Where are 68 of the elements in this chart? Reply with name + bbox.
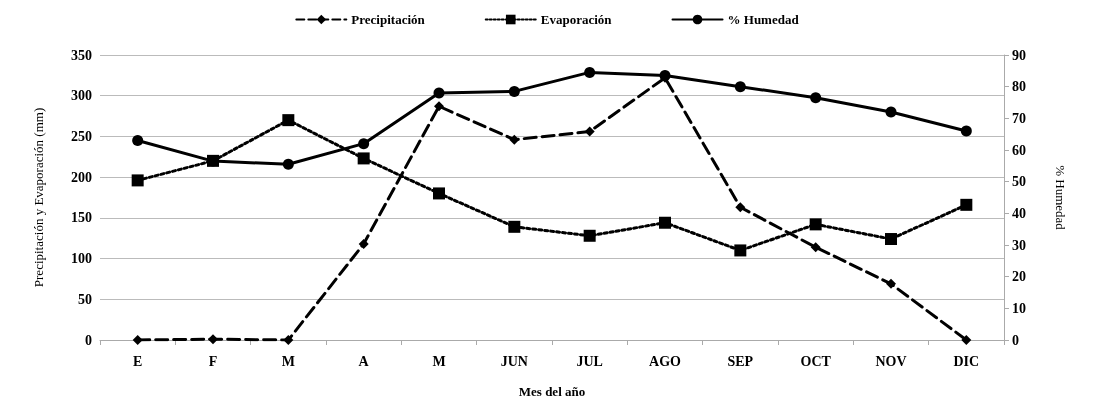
y2-tick-label: 80 xyxy=(1012,79,1026,95)
legend-label: % Humedad xyxy=(727,12,800,27)
y2-tick-label: 40 xyxy=(1012,205,1026,221)
y-tick-label: 50 xyxy=(78,291,92,307)
y-tick-label: 350 xyxy=(71,47,92,63)
y2-tick-label: 60 xyxy=(1012,142,1026,158)
point xyxy=(885,106,897,118)
y2-tick-label: 20 xyxy=(1012,269,1026,285)
x-tick-label: AGO xyxy=(649,353,682,369)
point xyxy=(886,278,896,289)
point xyxy=(583,229,596,242)
x-tick-label: JUL xyxy=(576,353,603,369)
y-tick-label: 250 xyxy=(71,128,92,144)
point xyxy=(809,218,822,231)
point xyxy=(508,85,520,97)
x-tick-label: JUN xyxy=(500,353,528,369)
y2-axis-title: % Humedad xyxy=(1053,165,1068,231)
point xyxy=(509,134,520,145)
x-tick-label: M xyxy=(432,353,446,369)
x-tick-label: A xyxy=(358,353,370,369)
y2-tick-label: 0 xyxy=(1012,332,1019,348)
x-tick-label: OCT xyxy=(800,353,832,369)
y2-tick-label: 90 xyxy=(1012,47,1026,63)
x-tick-label: E xyxy=(132,353,143,369)
y-tick-label: 0 xyxy=(85,332,92,348)
point xyxy=(810,242,821,253)
y-tick-label: 300 xyxy=(71,88,92,104)
point xyxy=(358,238,369,249)
y2-tick-label: 30 xyxy=(1012,237,1026,253)
y-tick-label: 100 xyxy=(71,251,92,267)
legend-label: Evaporación xyxy=(540,12,613,27)
point xyxy=(810,92,822,104)
point xyxy=(960,198,973,211)
point xyxy=(433,87,445,99)
point xyxy=(132,135,144,146)
point xyxy=(960,125,972,137)
x-tick-label: DIC xyxy=(953,353,980,369)
point xyxy=(734,81,746,93)
point xyxy=(434,101,444,112)
point xyxy=(734,244,747,257)
x-axis-title: Mes del año xyxy=(518,384,586,399)
point xyxy=(208,334,218,345)
point xyxy=(584,66,596,78)
point xyxy=(659,216,671,229)
y-tick-label: 200 xyxy=(71,169,92,185)
point xyxy=(132,335,143,345)
point xyxy=(961,335,972,345)
x-tick-label: F xyxy=(208,353,218,369)
point xyxy=(131,174,144,187)
legend-label: Precipitación xyxy=(351,12,426,27)
x-tick-label: M xyxy=(281,353,295,369)
y2-tick-label: 70 xyxy=(1012,110,1026,126)
x-tick-label: NOV xyxy=(875,353,907,369)
y-axis-title: Precipitación y Evaporación (mm) xyxy=(31,107,46,288)
y2-tick-label: 10 xyxy=(1012,300,1026,316)
point xyxy=(357,152,370,165)
point xyxy=(735,202,746,213)
y2-tick-label: 50 xyxy=(1012,174,1026,190)
point xyxy=(508,220,521,233)
point xyxy=(584,126,595,137)
point xyxy=(358,138,370,150)
point xyxy=(282,114,295,127)
x-tick-label: SEP xyxy=(727,353,754,369)
point xyxy=(282,158,294,170)
point xyxy=(433,187,445,200)
point xyxy=(283,335,294,345)
point xyxy=(885,233,897,246)
y-tick-label: 150 xyxy=(71,210,92,226)
